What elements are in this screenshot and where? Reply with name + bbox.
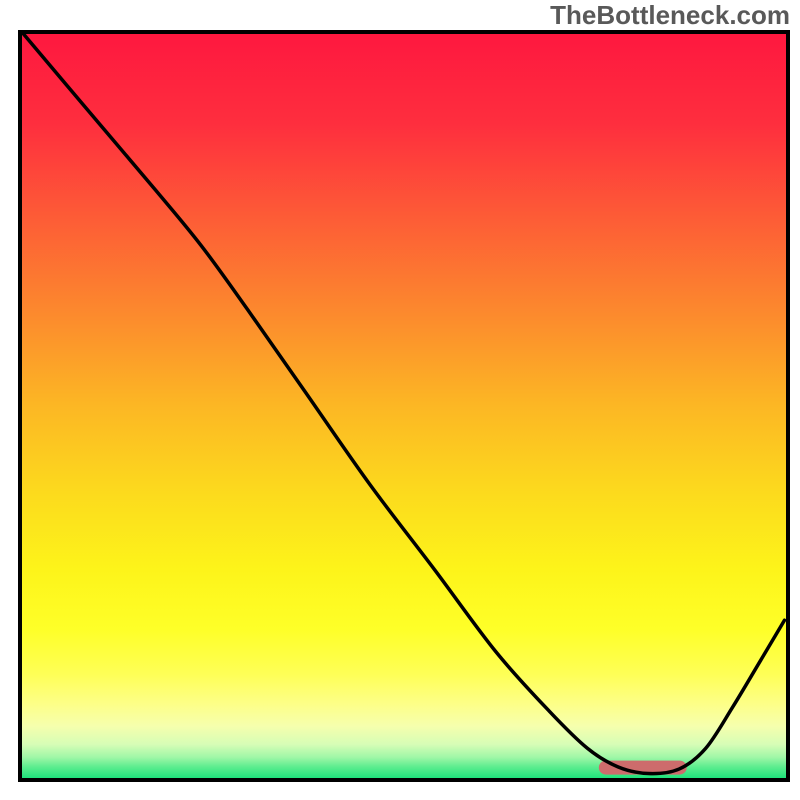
plot-area: [18, 30, 790, 782]
watermark-text: TheBottleneck.com: [550, 0, 790, 31]
bottleneck-curve: [24, 34, 785, 774]
figure-canvas: TheBottleneck.com: [0, 0, 800, 800]
curve-overlay: [22, 34, 786, 778]
